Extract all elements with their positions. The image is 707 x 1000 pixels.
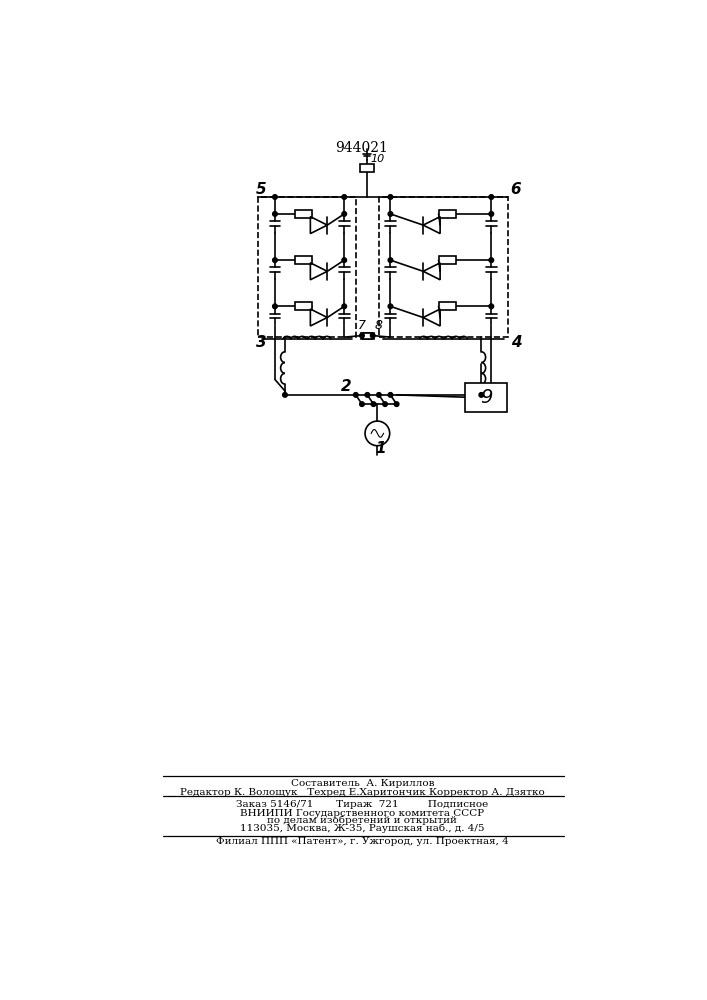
Circle shape: [360, 402, 364, 406]
Text: 4: 4: [510, 335, 521, 350]
Text: Филиал ППП «Патент», г. Ужгород, ул. Проектная, 4: Филиал ППП «Патент», г. Ужгород, ул. Про…: [216, 837, 509, 846]
Text: 1: 1: [376, 441, 387, 456]
Bar: [438, 210, 455, 218]
Circle shape: [370, 333, 375, 338]
Bar: [438, 302, 455, 310]
Circle shape: [388, 393, 393, 397]
Circle shape: [377, 393, 381, 397]
Text: ВНИИПИ Государственного комитета СССР: ВНИИПИ Государственного комитета СССР: [240, 808, 484, 818]
Bar: [361, 333, 372, 339]
Circle shape: [489, 258, 493, 262]
Bar: [295, 210, 312, 218]
Circle shape: [395, 402, 399, 406]
Circle shape: [354, 393, 358, 397]
Text: Составитель  А. Кириллов: Составитель А. Кириллов: [291, 779, 434, 788]
Text: 2: 2: [340, 379, 351, 394]
Circle shape: [371, 402, 376, 406]
Text: 10: 10: [370, 154, 385, 164]
Circle shape: [489, 212, 493, 216]
Bar: [295, 302, 312, 310]
Circle shape: [479, 393, 484, 397]
Text: 9: 9: [480, 388, 493, 407]
Circle shape: [273, 212, 277, 216]
Circle shape: [388, 304, 393, 309]
Bar: [363, 333, 373, 339]
Bar: [258, 197, 356, 337]
Text: 6: 6: [510, 182, 520, 197]
Text: 7: 7: [358, 319, 366, 332]
Circle shape: [489, 304, 493, 309]
Bar: [379, 197, 508, 337]
Text: 5: 5: [256, 182, 267, 197]
Circle shape: [342, 258, 346, 262]
Circle shape: [273, 258, 277, 262]
Text: 113035, Москва, Ж-35, Раушская наб., д. 4/5: 113035, Москва, Ж-35, Раушская наб., д. …: [240, 824, 484, 833]
Circle shape: [342, 304, 346, 309]
Circle shape: [388, 212, 393, 216]
Bar: [295, 256, 312, 264]
Circle shape: [273, 304, 277, 309]
Bar: [361, 164, 374, 172]
Circle shape: [382, 402, 387, 406]
Circle shape: [388, 195, 393, 199]
Text: 944021: 944021: [336, 141, 388, 155]
Circle shape: [360, 333, 364, 338]
Text: 3: 3: [256, 335, 267, 350]
Text: Редактор К. Волощук   Техред Е.Харитончик Корректор А. Дзятко: Редактор К. Волощук Техред Е.Харитончик …: [180, 788, 544, 797]
Text: 8: 8: [374, 319, 382, 332]
Bar: [465, 383, 508, 412]
Circle shape: [342, 212, 346, 216]
Text: Заказ 5146/71       Тираж  721         Подписное: Заказ 5146/71 Тираж 721 Подписное: [236, 800, 489, 809]
Circle shape: [388, 258, 393, 262]
Circle shape: [342, 195, 346, 199]
Text: по делам изобретений и открытий: по делам изобретений и открытий: [267, 816, 457, 825]
Bar: [438, 256, 455, 264]
Circle shape: [489, 195, 493, 199]
Circle shape: [283, 393, 287, 397]
Circle shape: [273, 195, 277, 199]
Circle shape: [365, 393, 370, 397]
